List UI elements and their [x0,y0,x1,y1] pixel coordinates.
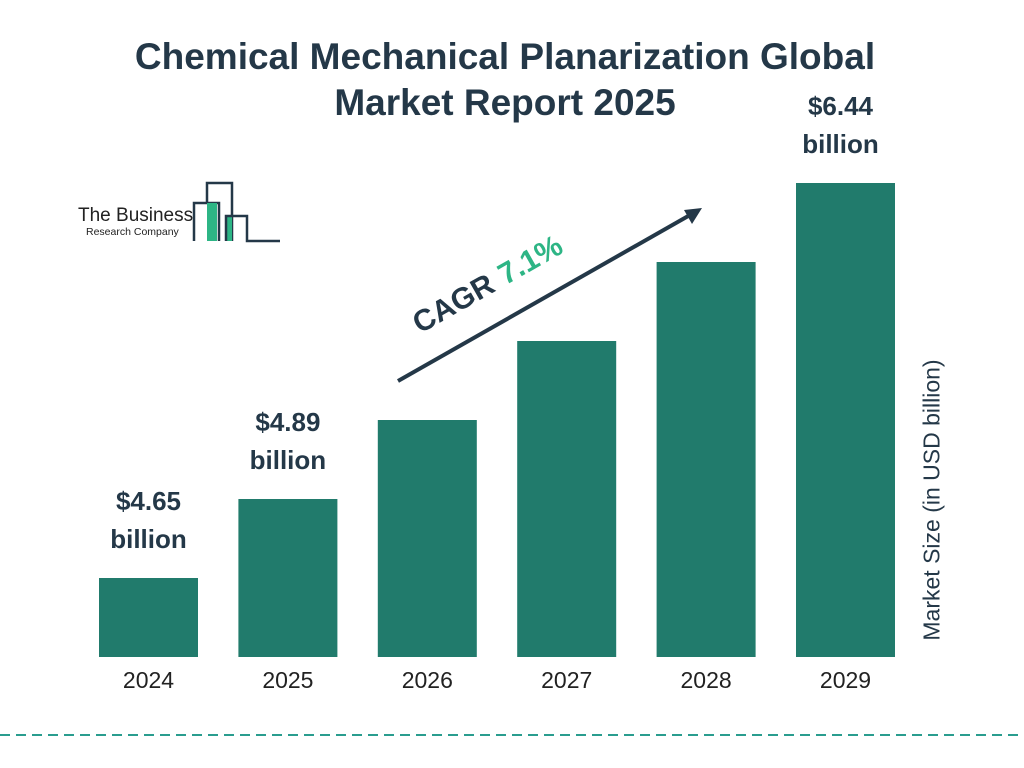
x-tick-label: 2029 [820,667,871,693]
data-label-unit: billion [802,129,879,159]
chart-title: Chemical Mechanical Planarization Global… [0,34,1010,126]
x-tick-label: 2028 [681,667,732,693]
data-label-unit: billion [110,524,187,554]
logo-text-line-2: Research Company [86,226,179,238]
data-label-value: $4.89 [255,407,320,437]
bar-2027 [517,341,617,657]
data-label-value: $6.44 [808,91,874,121]
cagr-value: 7.1% [493,229,569,291]
cagr-annotation: CAGR7.1% [407,229,568,340]
cagr-arrow [397,208,702,383]
title-line-2: Market Report 2025 [334,82,676,123]
data-label-value: $4.65 [116,486,181,516]
data-label-unit: billion [250,445,327,475]
x-tick-label: 2025 [262,667,313,693]
x-tick-label: 2027 [541,667,592,693]
bar-2029 [796,183,895,657]
logo-icon [192,181,280,243]
bar-2028 [656,262,756,657]
x-tick-label: 2024 [123,667,174,693]
bar-2026 [377,420,477,657]
y-axis-label: Market Size (in USD billion) [918,359,945,641]
title-line-1: Chemical Mechanical Planarization Global [134,36,876,77]
logo-text-line-1: The Business [78,205,194,226]
x-tick-label: 2026 [402,667,453,693]
bar-2025 [238,499,338,657]
bar-2024 [99,578,198,657]
